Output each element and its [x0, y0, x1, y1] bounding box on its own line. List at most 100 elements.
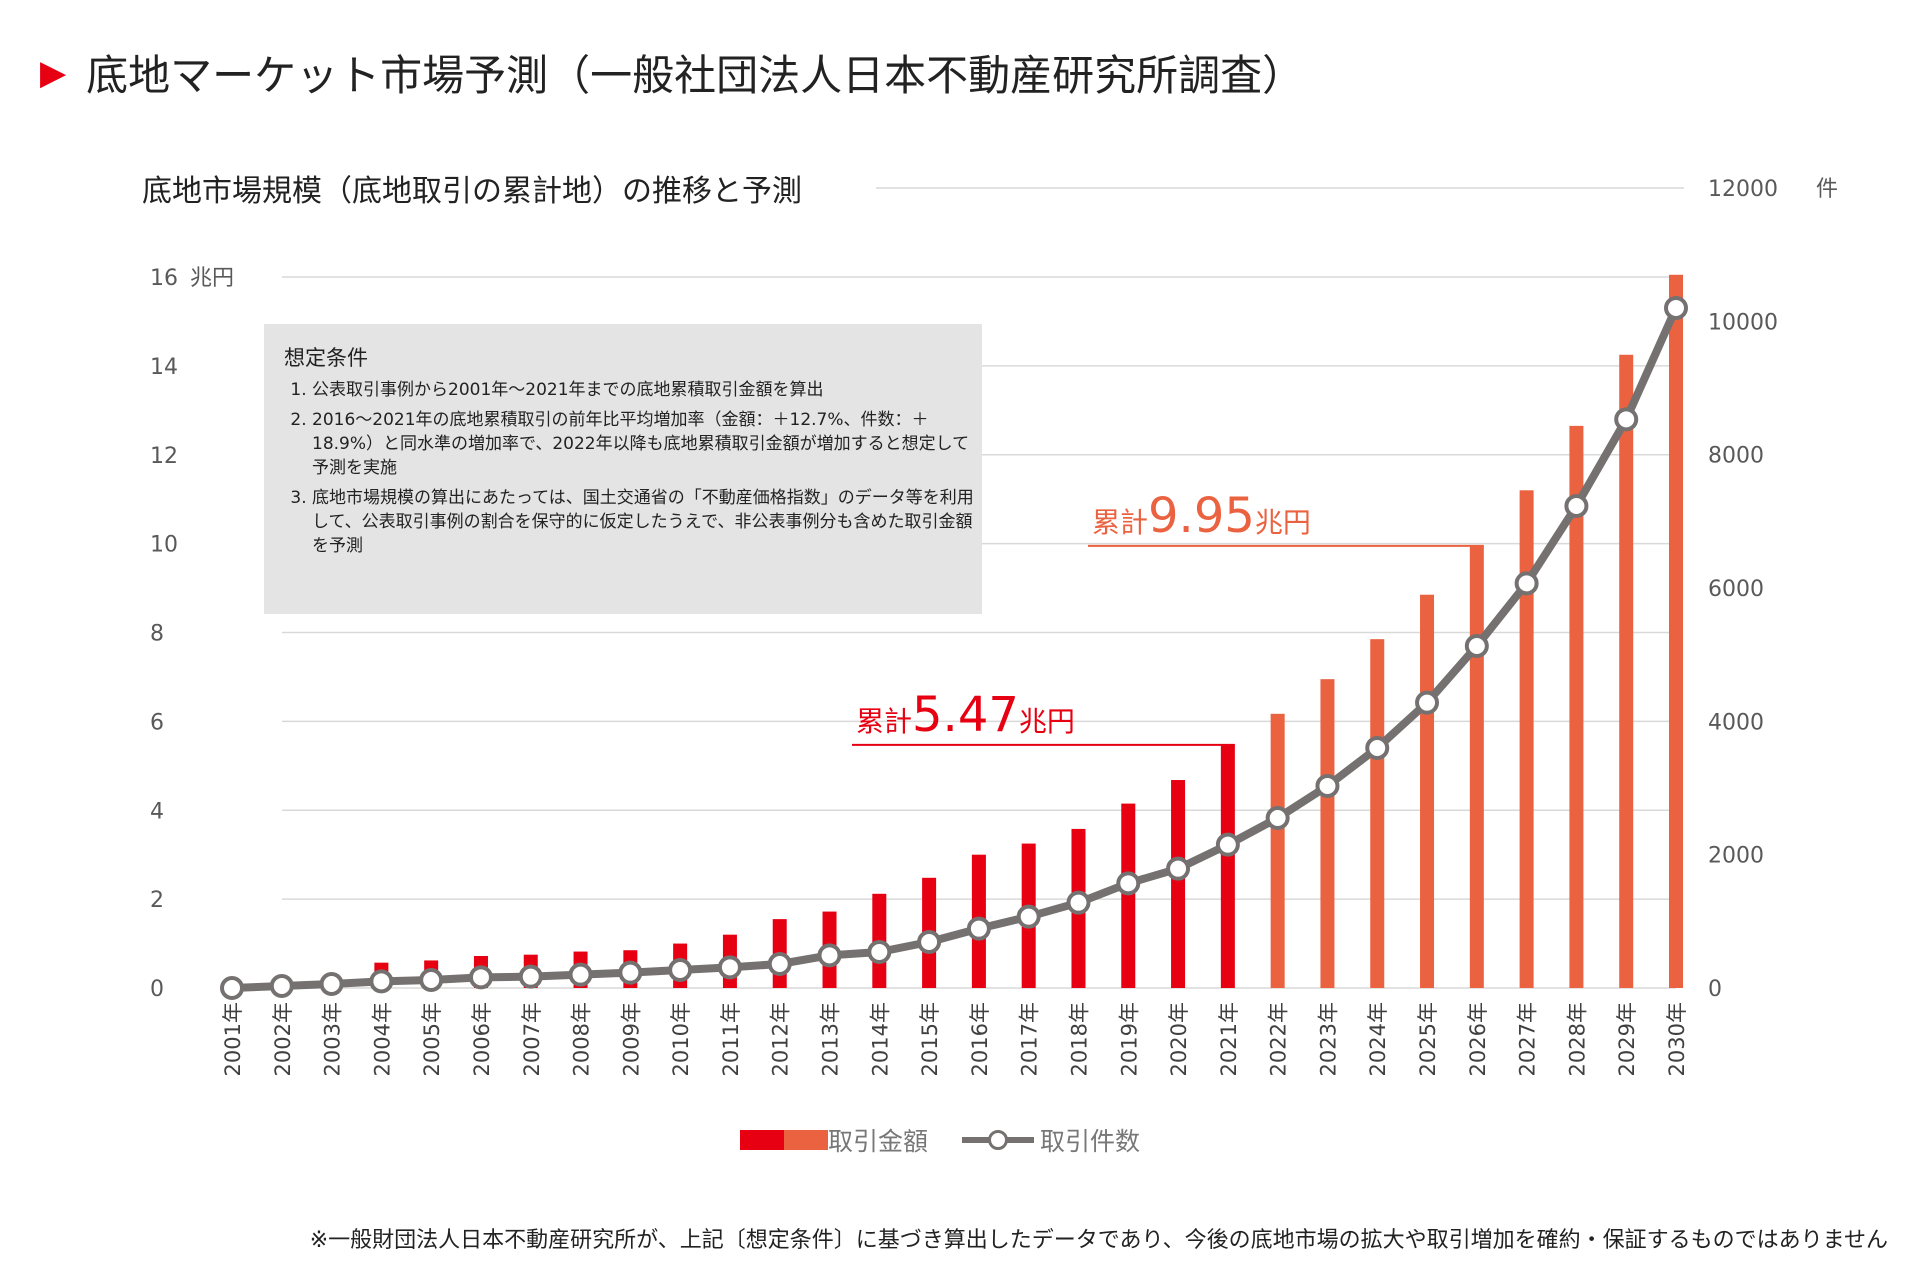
cumulative-annotation: 累計5.47兆円: [856, 687, 1075, 743]
amount-bar: [1121, 803, 1136, 988]
x-tick-label: 2023年: [1316, 1002, 1340, 1076]
y-right-tick-label: 4000: [1708, 710, 1764, 735]
chart-legend: 取引金額 取引件数: [740, 1122, 1140, 1158]
x-tick-label: 2019年: [1117, 1002, 1141, 1076]
count-point: [518, 964, 543, 989]
count-point: [1415, 690, 1440, 715]
count-point: [1514, 571, 1539, 596]
count-point: [1166, 856, 1191, 881]
y-right-tick-label: 0: [1708, 977, 1722, 1002]
assumption-item: 公表取引事例から2001年～2021年までの底地累積取引金額を算出: [312, 378, 982, 402]
y-left-tick-label: 14: [150, 355, 178, 380]
x-tick-label: 2026年: [1466, 1002, 1490, 1076]
y-left-tick-label: 10: [150, 533, 178, 558]
count-point: [917, 930, 942, 954]
assumptions-heading: 想定条件: [284, 346, 368, 370]
x-tick-label: 2028年: [1565, 1002, 1589, 1076]
count-point: [1664, 296, 1688, 320]
legend-swatch-forecast: [784, 1130, 828, 1150]
count-point: [618, 960, 643, 985]
legend-swatch-actual: [740, 1130, 784, 1150]
x-tick-label: 2020年: [1167, 1002, 1191, 1076]
amount-bar: [1370, 639, 1385, 988]
x-tick-label: 2024年: [1366, 1002, 1390, 1076]
assumption-item: 底地市場規模の算出にあたっては、国土交通省の「不動産価格指数」のデータ等を利用し…: [312, 486, 982, 558]
x-tick-label: 2017年: [1018, 1002, 1042, 1076]
y-right-tick-label: 12000: [1708, 177, 1778, 202]
count-point: [767, 952, 792, 976]
y-right-tick-label: 2000: [1708, 844, 1764, 869]
count-point: [668, 958, 693, 982]
x-tick-label: 2027年: [1516, 1002, 1540, 1076]
y-left-tick-label: 2: [150, 888, 164, 913]
amount-bar: [1619, 354, 1634, 988]
triangle-right-icon: ▶: [40, 52, 67, 93]
x-tick-label: 2029年: [1615, 1002, 1639, 1076]
page-title: ▶ 底地マーケット市場予測（一般社団法人日本不動産研究所調査）: [40, 42, 1304, 103]
x-tick-label: 2025年: [1416, 1002, 1440, 1076]
amount-bar: [1171, 780, 1186, 988]
y-right-unit-label: 件: [1816, 177, 1838, 202]
x-tick-label: 2016年: [968, 1002, 992, 1076]
x-tick-label: 2018年: [1067, 1002, 1091, 1076]
x-tick-label: 2012年: [769, 1002, 793, 1076]
amount-bar: [1519, 490, 1534, 988]
x-tick-label: 2014年: [868, 1002, 892, 1076]
x-tick-label: 2015年: [918, 1002, 942, 1076]
legend-line-swatch: [962, 1129, 1035, 1151]
y-left-tick-label: 0: [150, 977, 164, 1002]
count-point: [220, 976, 244, 1000]
count-point: [369, 969, 394, 994]
y-right-tick-label: 6000: [1708, 577, 1764, 602]
count-point: [1066, 890, 1091, 915]
y-left-tick-label: 8: [150, 622, 164, 647]
x-tick-label: 2004年: [370, 1002, 394, 1076]
assumptions-list: 公表取引事例から2001年～2021年までの底地累積取引金額を算出 2016～2…: [284, 378, 982, 564]
amount-bar: [1569, 425, 1584, 989]
y-right-tick-label: 10000: [1708, 310, 1778, 335]
legend-label-amount: 取引金額: [828, 1127, 929, 1156]
amount-bar: [1669, 274, 1683, 988]
legend-label-count: 取引件数: [1040, 1127, 1141, 1156]
x-tick-label: 2006年: [470, 1002, 494, 1076]
x-tick-label: 2022年: [1267, 1002, 1291, 1076]
footnote: ※一般財団法人日本不動産研究所が、上記〔想定条件〕に基づき算出したデータであり、…: [309, 1228, 1888, 1253]
count-point: [1365, 736, 1390, 760]
count-point: [1614, 407, 1639, 432]
assumptions-box: 想定条件 公表取引事例から2001年～2021年までの底地累積取引金額を算出 2…: [264, 324, 982, 614]
page-title-text: 底地マーケット市場予測（一般社団法人日本不動産研究所調査）: [86, 51, 1305, 100]
count-point: [1265, 806, 1290, 830]
y-left-tick-label: 6: [150, 710, 164, 735]
count-point: [1464, 634, 1489, 658]
count-point: [1315, 774, 1340, 798]
amount-bar: [1220, 744, 1235, 988]
x-tick-label: 2008年: [570, 1002, 594, 1076]
assumption-item: 2016～2021年の底地累積取引の前年比平均増加率（金額：＋12.7%、件数：…: [312, 408, 982, 480]
count-point: [568, 962, 593, 987]
amount-bar: [1270, 713, 1285, 988]
x-tick-label: 2005年: [420, 1002, 444, 1076]
y-right-tick-label: 8000: [1708, 444, 1764, 469]
amount-bar: [1469, 545, 1484, 988]
x-tick-label: 2021年: [1217, 1002, 1241, 1076]
count-point: [269, 974, 294, 998]
x-tick-label: 2013年: [819, 1002, 843, 1076]
count-point: [817, 943, 842, 968]
x-tick-label: 2003年: [321, 1002, 345, 1076]
count-point: [867, 940, 892, 964]
x-tick-label: 2007年: [520, 1002, 544, 1076]
y-left-tick-label: 16: [150, 266, 178, 291]
count-point: [419, 968, 444, 992]
y-left-tick-label: 12: [150, 444, 178, 469]
cumulative-annotation: 累計9.95兆円: [1092, 488, 1311, 544]
count-point: [1215, 832, 1240, 857]
x-tick-label: 2010年: [669, 1002, 693, 1076]
chart-title: 底地市場規模（底地取引の累計地）の推移と予測: [142, 174, 802, 209]
y-left-unit-label: 兆円: [190, 266, 234, 291]
amount-bar: [1320, 679, 1335, 988]
count-point: [319, 972, 344, 996]
count-point: [1116, 871, 1141, 896]
y-left-tick-label: 4: [150, 799, 164, 824]
amount-bar: [1420, 594, 1435, 988]
x-tick-label: 2030年: [1665, 1002, 1689, 1076]
